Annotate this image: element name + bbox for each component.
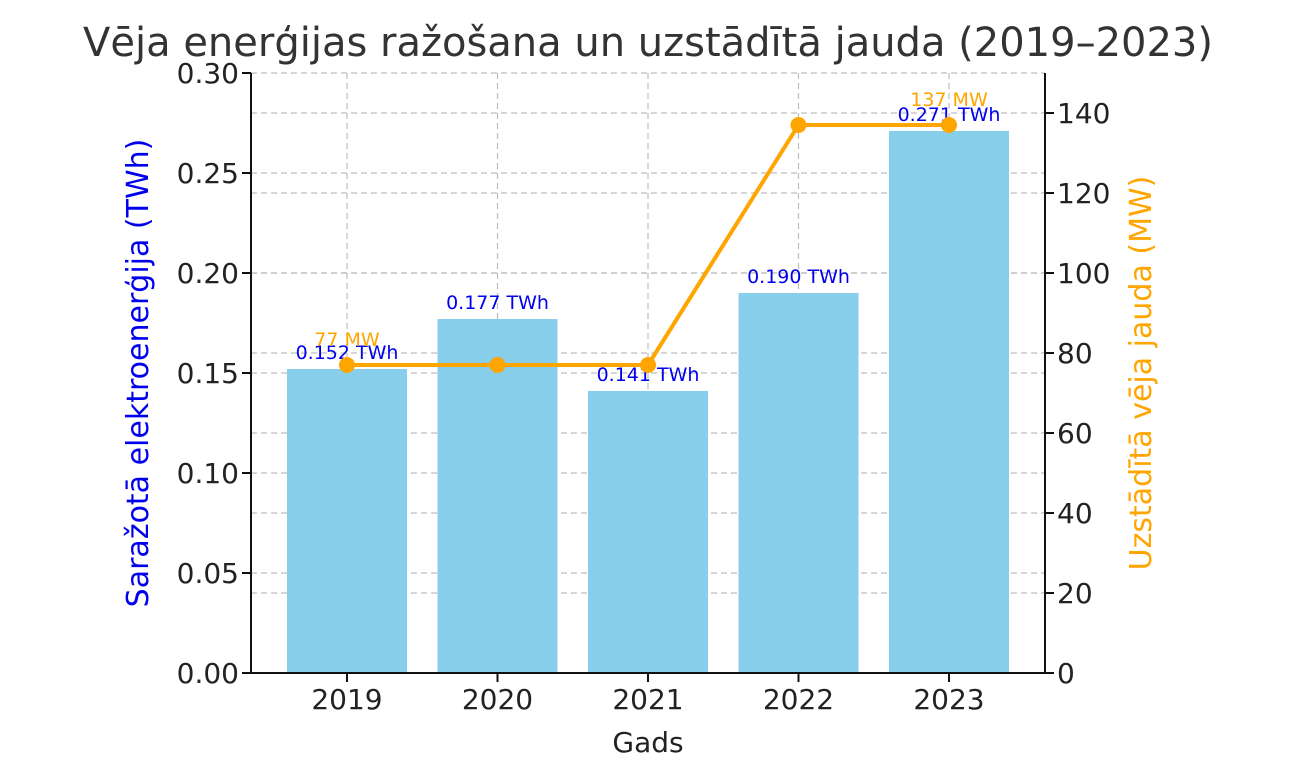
x-axis-ticks: 2019 2020 2021 2022 2023 — [311, 673, 985, 716]
right-tick-label: 20 — [1057, 577, 1093, 610]
bar-2021 — [588, 391, 708, 673]
x-tick-label: 2019 — [311, 683, 382, 716]
bar-2020 — [437, 319, 558, 673]
left-tick-label: 0.15 — [177, 357, 239, 390]
right-tick-label: 0 — [1057, 657, 1075, 690]
x-tick-label: 2021 — [612, 683, 683, 716]
line-data-labels: 77 MW 137 MW — [314, 89, 988, 351]
bar-label-2020: 0.177 TWh — [446, 292, 549, 314]
left-tick-label: 0.10 — [177, 457, 239, 490]
bar-label-2022: 0.190 TWh — [747, 266, 850, 288]
bar-data-labels: 0.152 TWh 0.177 TWh 0.141 TWh 0.190 TWh 0.27… — [296, 104, 1001, 386]
line-label-2019: 77 MW — [314, 329, 380, 351]
bar-label-2021: 0.141 TWh — [597, 364, 700, 386]
bar-label-2019: 0.152 TWh — [296, 342, 399, 364]
bar-2023 — [889, 131, 1009, 673]
capacity-point-2022 — [790, 117, 807, 133]
capacity-point-2020 — [489, 357, 506, 373]
right-tick-label: 40 — [1057, 497, 1093, 530]
left-tick-label: 0.00 — [177, 657, 239, 690]
right-axis-label: Uzstādītā vēja jauda (MW) — [1124, 176, 1159, 571]
capacity-point-2019 — [339, 357, 355, 373]
right-tick-label: 140 — [1057, 97, 1110, 130]
x-axis-label: Gads — [612, 726, 683, 759]
right-tick-label: 100 — [1057, 257, 1110, 290]
chart-title: Vēja enerģijas ražošana un uzstādītā jau… — [83, 20, 1213, 66]
right-axis-ticks: 0 20 40 60 80 100 120 140 — [1045, 97, 1110, 690]
left-tick-label: 0.25 — [177, 157, 239, 190]
left-axis-ticks: 0.00 0.05 0.10 0.15 0.20 0.25 0.30 — [177, 57, 251, 690]
bar-2022 — [738, 293, 859, 673]
bar-label-2023: 0.271 TWh — [898, 104, 1001, 126]
capacity-point-2023 — [941, 117, 957, 133]
left-tick-label: 0.20 — [177, 257, 239, 290]
right-tick-label: 80 — [1057, 337, 1093, 370]
x-tick-label: 2023 — [913, 683, 984, 716]
line-series — [339, 117, 957, 373]
left-tick-label: 0.30 — [177, 57, 239, 90]
x-tick-label: 2020 — [462, 683, 533, 716]
right-tick-label: 60 — [1057, 417, 1093, 450]
left-tick-label: 0.05 — [177, 557, 239, 590]
capacity-point-2021 — [640, 357, 656, 373]
x-tick-label: 2022 — [763, 683, 834, 716]
left-axis-label: Saražotā elektroenerģija (TWh) — [121, 139, 156, 608]
right-tick-label: 120 — [1057, 177, 1110, 210]
bar-2019 — [287, 369, 407, 673]
bar-series — [287, 131, 1009, 673]
line-label-2023: 137 MW — [910, 89, 988, 111]
